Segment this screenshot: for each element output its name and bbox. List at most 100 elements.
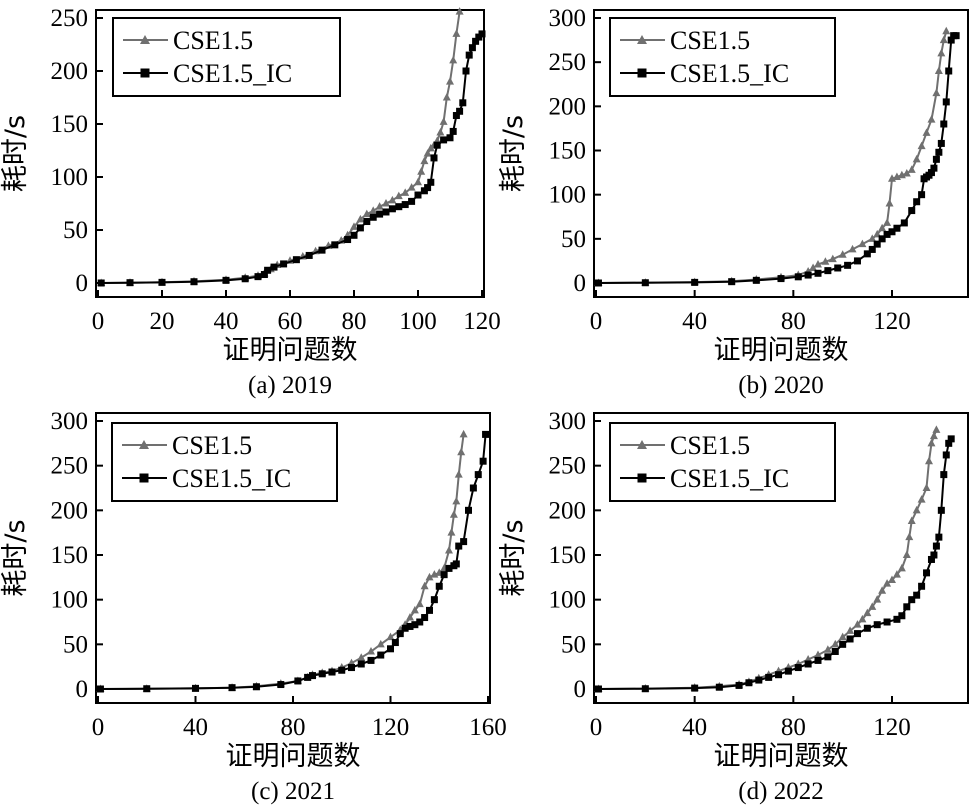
x-tick-label: 40: [183, 714, 208, 741]
square-marker: [745, 679, 753, 687]
square-marker: [478, 30, 486, 38]
chart-panel-2: 0 50 100 150 200 250 300 0 40 80 120 证明问题数 耗时/s (b) 2…: [498, 5, 969, 399]
square-marker: [945, 67, 953, 75]
triangle-marker: [406, 613, 414, 621]
triangle-marker: [863, 608, 872, 617]
legend-triangle-marker: [139, 440, 149, 449]
legend-triangle-marker: [637, 35, 647, 44]
square-marker: [927, 169, 935, 177]
x-tick-label: 0: [92, 308, 105, 335]
y-tick-label: 100: [549, 182, 587, 209]
square-marker: [947, 36, 955, 44]
chart-panel-3: 0 50 100 150 200 250 300 0 40 80 120 160 证明问题数 耗时/s (c…: [0, 408, 507, 805]
square-marker: [452, 560, 460, 568]
square-marker: [254, 273, 262, 281]
square-marker: [401, 624, 409, 632]
x-tick-label: 0: [92, 714, 105, 741]
y-axis-label: 耗时/s: [0, 115, 31, 192]
legend: CSE1.5 CSE1.5_IC: [609, 17, 836, 97]
square-marker: [427, 178, 435, 186]
legend: CSE1.5 CSE1.5_IC: [112, 17, 341, 97]
triangle-marker: [414, 177, 422, 186]
square-marker: [472, 37, 480, 45]
triangle-marker: [917, 141, 926, 150]
triangle-marker: [350, 222, 358, 230]
square-marker: [292, 256, 300, 264]
square-marker: [474, 471, 482, 479]
triangle-marker: [375, 202, 384, 210]
y-tick-label: 300: [549, 408, 587, 435]
square-marker: [594, 685, 602, 693]
square-marker: [903, 603, 911, 611]
square-marker: [192, 684, 199, 692]
legend-label: CSE1.5_IC: [670, 59, 789, 88]
x-tick-label: 0: [590, 714, 603, 741]
x-tick-label: 80: [281, 714, 306, 741]
square-marker: [853, 630, 861, 638]
square-marker: [940, 120, 948, 128]
triangle-marker: [436, 127, 445, 136]
square-marker: [241, 275, 249, 283]
triangle-marker: [452, 496, 461, 505]
triangle-marker: [907, 516, 916, 525]
square-marker: [794, 273, 802, 281]
square-marker: [270, 263, 278, 271]
square-marker: [888, 228, 896, 236]
square-marker: [416, 618, 424, 626]
square-marker: [898, 612, 906, 620]
x-tick-label: 120: [873, 308, 911, 335]
square-marker: [446, 134, 454, 142]
square-marker: [430, 596, 438, 604]
x-axis-label: 证明问题数: [714, 741, 849, 772]
chart-panel-4: 0 50 100 150 200 250 300 0 40 80 120 证明问题数 耗时/s (d) 2…: [498, 408, 969, 805]
square-marker: [367, 656, 375, 664]
y-tick-label: 100: [51, 164, 89, 191]
square-marker: [691, 684, 699, 692]
square-marker: [455, 542, 463, 550]
legend-label: CSE1.5_IC: [670, 464, 789, 493]
triangle-marker: [907, 165, 916, 173]
triangle-marker: [838, 632, 847, 641]
triangle-marker: [868, 602, 877, 610]
triangle-marker: [932, 425, 941, 433]
triangle-marker: [420, 156, 429, 165]
triangle-marker: [357, 653, 366, 661]
square-marker: [460, 538, 468, 546]
square-marker: [844, 261, 852, 269]
panel-caption: (a) 2019: [248, 372, 332, 399]
legend-entry: CSE1.5_IC: [122, 464, 291, 493]
triangle-marker: [902, 550, 911, 558]
square-marker: [222, 276, 230, 284]
triangle-marker: [927, 115, 936, 123]
square-marker: [264, 266, 272, 274]
triangle-marker: [892, 570, 901, 578]
square-marker: [918, 191, 926, 199]
triangle-marker: [902, 168, 911, 177]
square-marker: [357, 660, 365, 668]
square-marker: [831, 647, 839, 655]
legend-square-marker: [140, 68, 150, 78]
x-tick-label: 0: [590, 308, 603, 335]
square-marker: [863, 624, 871, 632]
square-marker: [824, 267, 832, 275]
square-marker: [814, 269, 822, 277]
x-tick-label: 80: [342, 308, 367, 335]
triangle-marker: [937, 48, 946, 57]
square-marker: [942, 451, 950, 459]
legend-box: [609, 17, 836, 97]
legend-box: [111, 422, 338, 502]
square-marker: [338, 666, 346, 674]
y-tick-label: 150: [549, 138, 587, 165]
square-marker: [839, 640, 847, 648]
plot-frame: [593, 9, 969, 298]
square-marker: [927, 555, 935, 563]
square-marker: [846, 635, 854, 643]
square-marker: [752, 276, 760, 284]
square-marker: [401, 201, 409, 209]
triangle-marker: [454, 470, 463, 478]
chart-panel-1: 0 50 100 150 200 250 0 20 40 60 80 100 120 证明问题数 耗时/s (…: [0, 5, 501, 399]
y-tick-label: 50: [561, 226, 586, 253]
square-marker: [96, 685, 104, 693]
triangle-marker: [885, 199, 894, 207]
